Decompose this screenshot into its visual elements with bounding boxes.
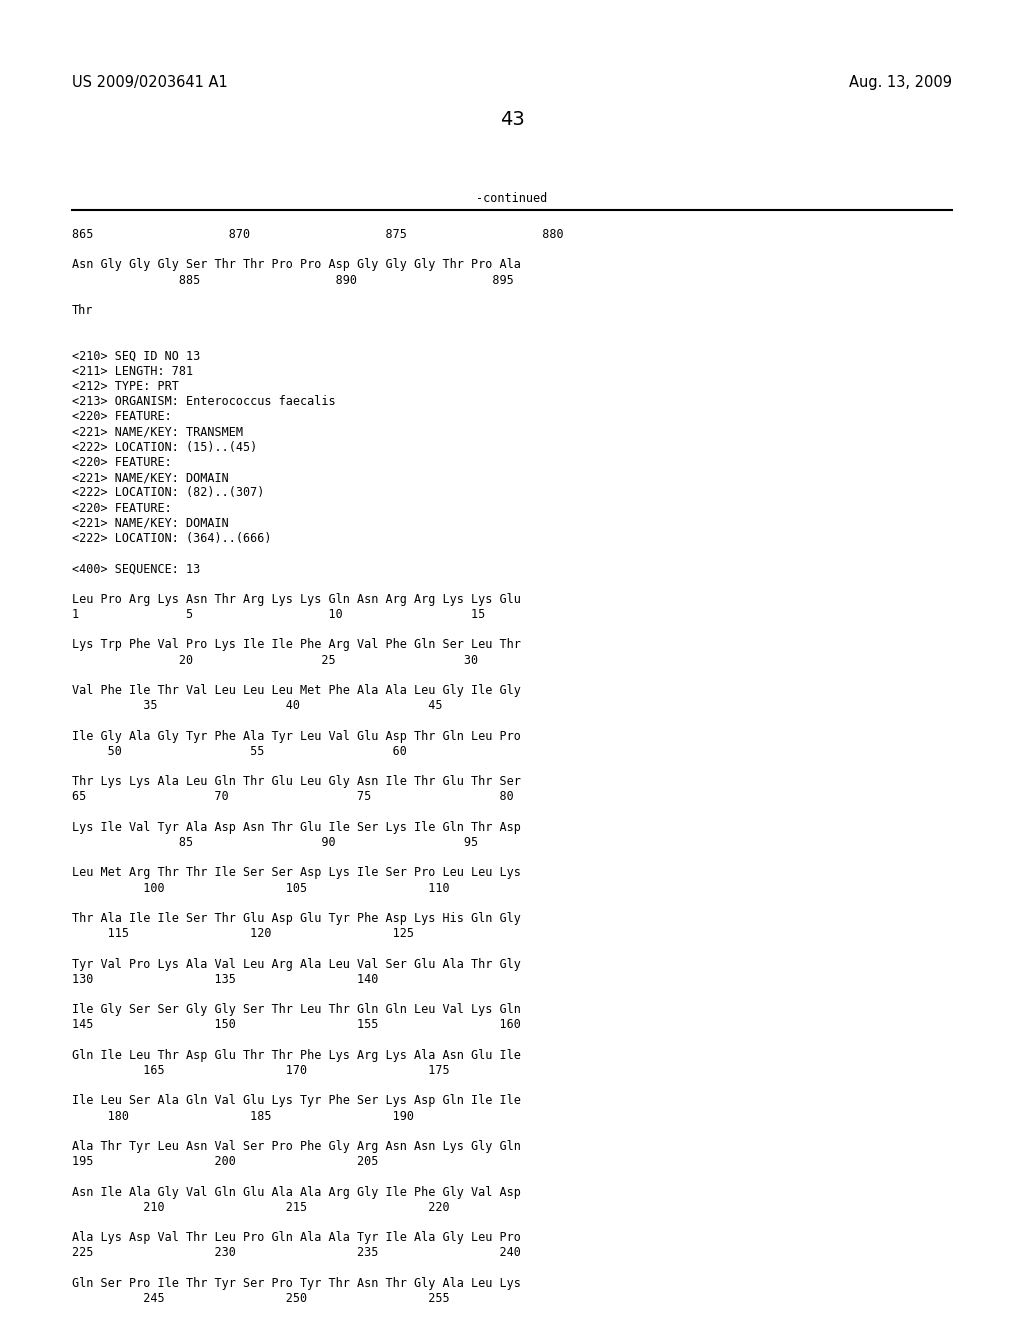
Text: 165                 170                 175: 165 170 175 <box>72 1064 450 1077</box>
Text: 20                  25                  30: 20 25 30 <box>72 653 478 667</box>
Text: 35                  40                  45: 35 40 45 <box>72 700 442 713</box>
Text: Ile Leu Ser Ala Gln Val Glu Lys Tyr Phe Ser Lys Asp Gln Ile Ile: Ile Leu Ser Ala Gln Val Glu Lys Tyr Phe … <box>72 1094 521 1107</box>
Text: <222> LOCATION: (15)..(45): <222> LOCATION: (15)..(45) <box>72 441 257 454</box>
Text: <221> NAME/KEY: DOMAIN: <221> NAME/KEY: DOMAIN <box>72 471 228 484</box>
Text: Thr: Thr <box>72 304 93 317</box>
Text: 885                   890                   895: 885 890 895 <box>72 273 514 286</box>
Text: Aug. 13, 2009: Aug. 13, 2009 <box>849 75 952 90</box>
Text: 130                 135                 140: 130 135 140 <box>72 973 379 986</box>
Text: 225                 230                 235                 240: 225 230 235 240 <box>72 1246 521 1259</box>
Text: 145                 150                 155                 160: 145 150 155 160 <box>72 1019 521 1031</box>
Text: Ile Gly Ser Ser Gly Gly Ser Thr Leu Thr Gln Gln Leu Val Lys Gln: Ile Gly Ser Ser Gly Gly Ser Thr Leu Thr … <box>72 1003 521 1016</box>
Text: <400> SEQUENCE: 13: <400> SEQUENCE: 13 <box>72 562 201 576</box>
Text: 50                  55                  60: 50 55 60 <box>72 744 407 758</box>
Text: 100                 105                 110: 100 105 110 <box>72 882 450 895</box>
Text: Lys Ile Val Tyr Ala Asp Asn Thr Glu Ile Ser Lys Ile Gln Thr Asp: Lys Ile Val Tyr Ala Asp Asn Thr Glu Ile … <box>72 821 521 834</box>
Text: 85                  90                  95: 85 90 95 <box>72 836 478 849</box>
Text: Thr Ala Ile Ile Ser Thr Glu Asp Glu Tyr Phe Asp Lys His Gln Gly: Thr Ala Ile Ile Ser Thr Glu Asp Glu Tyr … <box>72 912 521 925</box>
Text: 115                 120                 125: 115 120 125 <box>72 927 414 940</box>
Text: US 2009/0203641 A1: US 2009/0203641 A1 <box>72 75 227 90</box>
Text: Ala Lys Asp Val Thr Leu Pro Gln Ala Ala Tyr Ile Ala Gly Leu Pro: Ala Lys Asp Val Thr Leu Pro Gln Ala Ala … <box>72 1232 521 1245</box>
Text: <221> NAME/KEY: TRANSMEM: <221> NAME/KEY: TRANSMEM <box>72 425 243 438</box>
Text: 65                  70                  75                  80: 65 70 75 80 <box>72 791 514 804</box>
Text: <220> FEATURE:: <220> FEATURE: <box>72 455 172 469</box>
Text: 245                 250                 255: 245 250 255 <box>72 1292 450 1305</box>
Text: Ala Thr Tyr Leu Asn Val Ser Pro Phe Gly Arg Asn Asn Lys Gly Gln: Ala Thr Tyr Leu Asn Val Ser Pro Phe Gly … <box>72 1140 521 1152</box>
Text: 195                 200                 205: 195 200 205 <box>72 1155 379 1168</box>
Text: -continued: -continued <box>476 191 548 205</box>
Text: <210> SEQ ID NO 13: <210> SEQ ID NO 13 <box>72 350 201 363</box>
Text: 210                 215                 220: 210 215 220 <box>72 1201 450 1214</box>
Text: 180                 185                 190: 180 185 190 <box>72 1110 414 1122</box>
Text: <220> FEATURE:: <220> FEATURE: <box>72 502 172 515</box>
Text: Ile Gly Ala Gly Tyr Phe Ala Tyr Leu Val Glu Asp Thr Gln Leu Pro: Ile Gly Ala Gly Tyr Phe Ala Tyr Leu Val … <box>72 730 521 743</box>
Text: 1               5                   10                  15: 1 5 10 15 <box>72 609 485 620</box>
Text: <221> NAME/KEY: DOMAIN: <221> NAME/KEY: DOMAIN <box>72 517 228 529</box>
Text: Gln Ile Leu Thr Asp Glu Thr Thr Phe Lys Arg Lys Ala Asn Glu Ile: Gln Ile Leu Thr Asp Glu Thr Thr Phe Lys … <box>72 1049 521 1061</box>
Text: Gln Ser Pro Ile Thr Tyr Ser Pro Tyr Thr Asn Thr Gly Ala Leu Lys: Gln Ser Pro Ile Thr Tyr Ser Pro Tyr Thr … <box>72 1276 521 1290</box>
Text: Leu Met Arg Thr Thr Ile Ser Ser Asp Lys Ile Ser Pro Leu Leu Lys: Leu Met Arg Thr Thr Ile Ser Ser Asp Lys … <box>72 866 521 879</box>
Text: <213> ORGANISM: Enterococcus faecalis: <213> ORGANISM: Enterococcus faecalis <box>72 395 336 408</box>
Text: <222> LOCATION: (82)..(307): <222> LOCATION: (82)..(307) <box>72 486 264 499</box>
Text: Val Phe Ile Thr Val Leu Leu Leu Met Phe Ala Ala Leu Gly Ile Gly: Val Phe Ile Thr Val Leu Leu Leu Met Phe … <box>72 684 521 697</box>
Text: Leu Pro Arg Lys Asn Thr Arg Lys Lys Gln Asn Arg Arg Lys Lys Glu: Leu Pro Arg Lys Asn Thr Arg Lys Lys Gln … <box>72 593 521 606</box>
Text: 865                   870                   875                   880: 865 870 875 880 <box>72 228 563 242</box>
Text: Lys Trp Phe Val Pro Lys Ile Ile Phe Arg Val Phe Gln Ser Leu Thr: Lys Trp Phe Val Pro Lys Ile Ile Phe Arg … <box>72 639 521 651</box>
Text: <211> LENGTH: 781: <211> LENGTH: 781 <box>72 364 194 378</box>
Text: <222> LOCATION: (364)..(666): <222> LOCATION: (364)..(666) <box>72 532 271 545</box>
Text: Asn Gly Gly Gly Ser Thr Thr Pro Pro Asp Gly Gly Gly Thr Pro Ala: Asn Gly Gly Gly Ser Thr Thr Pro Pro Asp … <box>72 259 521 272</box>
Text: Asn Ile Ala Gly Val Gln Glu Ala Ala Arg Gly Ile Phe Gly Val Asp: Asn Ile Ala Gly Val Gln Glu Ala Ala Arg … <box>72 1185 521 1199</box>
Text: Thr Lys Lys Ala Leu Gln Thr Glu Leu Gly Asn Ile Thr Glu Thr Ser: Thr Lys Lys Ala Leu Gln Thr Glu Leu Gly … <box>72 775 521 788</box>
Text: Tyr Val Pro Lys Ala Val Leu Arg Ala Leu Val Ser Glu Ala Thr Gly: Tyr Val Pro Lys Ala Val Leu Arg Ala Leu … <box>72 957 521 970</box>
Text: 43: 43 <box>500 110 524 129</box>
Text: <220> FEATURE:: <220> FEATURE: <box>72 411 172 424</box>
Text: <212> TYPE: PRT: <212> TYPE: PRT <box>72 380 179 393</box>
